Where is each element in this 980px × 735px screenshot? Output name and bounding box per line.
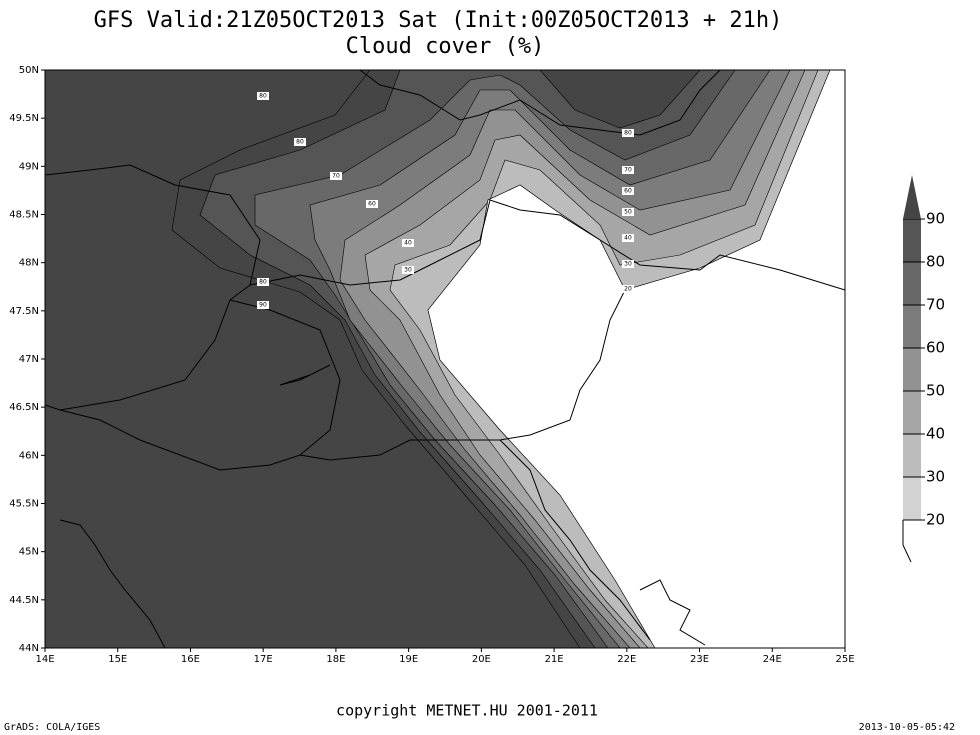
y-tick-label: 44.5N — [9, 595, 39, 606]
y-tick-label: 48N — [19, 258, 39, 269]
contour-labels: 80 80 70 60 40 30 80 90 80 70 60 50 40 30 20 — [257, 92, 634, 309]
border — [359, 69, 721, 136]
contour-label: 30 — [624, 261, 632, 268]
x-tick-label: 16E — [181, 654, 200, 665]
y-tick-label: 49N — [19, 161, 39, 172]
title: GFS Valid:21Z05OCT2013 Sat (Init:00Z05OC… — [94, 8, 783, 33]
colorbar-label: 90 — [926, 210, 945, 228]
x-tick-label: 14E — [35, 654, 54, 665]
border — [59, 409, 301, 471]
contour-label-box — [257, 92, 269, 100]
footer-left: GrADS: COLA/IGES — [4, 722, 100, 733]
border — [229, 289, 626, 461]
y-tick-label: 47N — [19, 354, 39, 365]
contour-label-box — [622, 129, 634, 137]
y-tick-label: 46N — [19, 450, 39, 461]
copyright: copyright METNET.HU 2001-2011 — [336, 702, 598, 720]
colorbar-box — [903, 305, 921, 348]
y-tick-label: 46.5N — [9, 402, 39, 413]
contour-label: 70 — [332, 173, 340, 180]
contour-label-box — [622, 260, 634, 268]
contour-label-box — [622, 166, 634, 174]
colorbar-label: 20 — [926, 511, 945, 529]
y-tick-label: 44N — [19, 643, 39, 654]
colorbar-box — [903, 477, 921, 520]
contour-label: 80 — [296, 139, 304, 146]
contour-label-box — [622, 187, 634, 195]
cloud-field — [45, 69, 846, 649]
border — [249, 199, 846, 291]
y-tick-label: 48.5N — [9, 210, 39, 221]
contour-label: 80 — [259, 93, 267, 100]
border — [279, 364, 331, 386]
colorbar: 20 30 40 50 60 70 80 90 — [903, 175, 945, 529]
contour-label: 40 — [624, 235, 632, 242]
contour-label-box — [257, 301, 269, 309]
x-tick-label: 20E — [472, 654, 491, 665]
colorbar-label: 70 — [926, 296, 945, 314]
y-tick-label: 45N — [19, 547, 39, 558]
border — [59, 519, 166, 649]
contour-label-box — [257, 278, 269, 286]
border — [639, 579, 706, 646]
y-tick-label: 47.5N — [9, 306, 39, 317]
contour-label-box — [622, 208, 634, 216]
contour-label-box — [622, 285, 634, 293]
contour-label: 80 — [259, 279, 267, 286]
colorbar-label: 80 — [926, 253, 945, 271]
contour-label-box — [330, 172, 342, 180]
contour-label: 60 — [368, 201, 376, 208]
colorbar-box — [903, 348, 921, 391]
y-tick-label: 45.5N — [9, 499, 39, 510]
contour-label-box — [294, 138, 306, 146]
x-tick-label: 15E — [108, 654, 127, 665]
colorbar-arrow — [903, 175, 921, 219]
border — [499, 439, 651, 641]
x-tick-label: 18E — [326, 654, 345, 665]
y-tick-label: 49.5N — [9, 113, 39, 124]
subtitle: Cloud cover (%) — [346, 34, 545, 59]
x-tick-label: 25E — [835, 654, 854, 665]
contour-label-box — [622, 234, 634, 242]
x-tick-label: 24E — [763, 654, 782, 665]
y-tick-label: 50N — [19, 65, 39, 76]
contour-label: 70 — [624, 167, 632, 174]
colorbar-label: 60 — [926, 339, 945, 357]
x-tick-label: 23E — [690, 654, 709, 665]
x-tick-label: 22E — [617, 654, 636, 665]
colorbar-label: 40 — [926, 425, 945, 443]
colorbar-box — [903, 219, 921, 262]
x-tick-label: 21E — [545, 654, 564, 665]
contour-label-box — [402, 239, 414, 247]
contour-label-box — [366, 200, 378, 208]
contour-label: 90 — [259, 302, 267, 309]
colorbar-box — [903, 434, 921, 477]
colorbar-label: 50 — [926, 382, 945, 400]
contour-label: 40 — [404, 240, 412, 247]
contour-label-box — [402, 266, 414, 274]
contour-label: 20 — [624, 286, 632, 293]
x-tick-label: 19E — [399, 654, 418, 665]
country-borders — [44, 69, 846, 649]
x-tick-label: 17E — [254, 654, 273, 665]
footer-right: 2013-10-05-05:42 — [859, 722, 955, 733]
colorbar-tail — [902, 520, 912, 563]
colorbar-box — [903, 262, 921, 305]
contour-label: 60 — [624, 188, 632, 195]
contour-label: 30 — [404, 267, 412, 274]
colorbar-label: 30 — [926, 468, 945, 486]
contour-label: 50 — [624, 209, 632, 216]
colorbar-box — [903, 391, 921, 434]
contour-label: 80 — [624, 130, 632, 137]
axes: 14E 15E 16E 17E 18E 19E 20E 21E 22E 23E 24E 25E 44N 4… — [9, 65, 854, 665]
